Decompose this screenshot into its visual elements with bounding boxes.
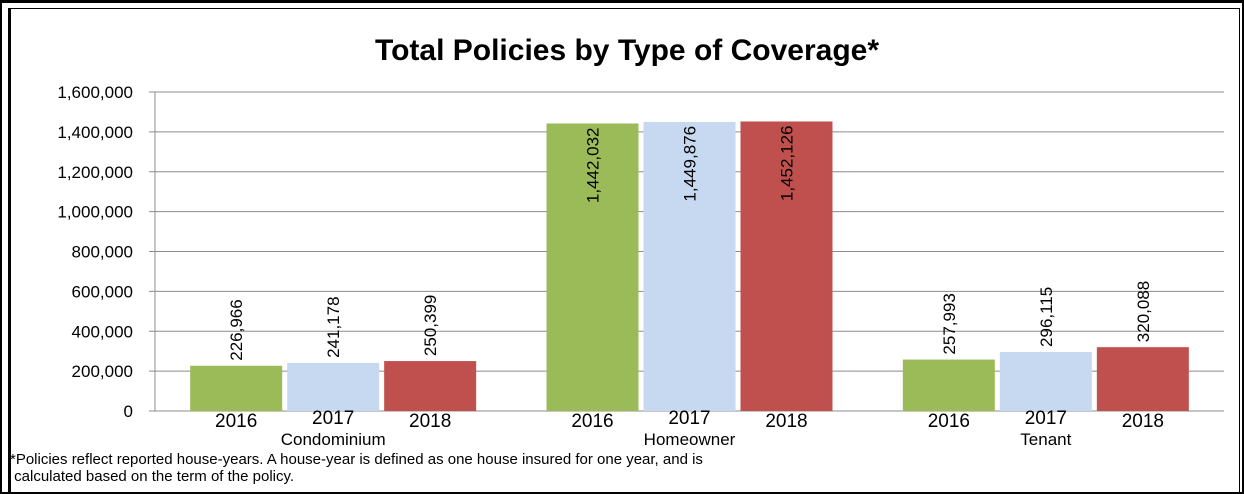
bar-tenant-2017 (999, 351, 1092, 411)
chart-title: Total Policies by Type of Coverage* (375, 34, 879, 67)
category-label: Tenant (1020, 430, 1071, 449)
bar-year-label: 2016 (928, 411, 970, 432)
footnote-line-2: calculated based on the term of the poli… (10, 468, 295, 485)
y-tick-label: 200,000 (72, 362, 133, 381)
y-tick-label: 1,400,000 (57, 123, 133, 142)
footnote: *Policies reflect reported house-years. … (10, 451, 1010, 485)
bar-condominium-2018 (384, 361, 477, 411)
data-label: 320,088 (1134, 281, 1153, 342)
chart-area-border (8, 8, 1240, 493)
bars (190, 121, 1189, 412)
bar-year-label: 2016 (571, 411, 613, 432)
data-labels: 226,966 241,178 250,399 1,442,032 1,449,876 1… (227, 125, 1153, 360)
y-tick-label: 400,000 (72, 322, 133, 341)
y-axis-ticks: 0 200,000 400,000 600,000 800,000 1,000,000 1,… (57, 83, 156, 421)
y-tick-label: 600,000 (72, 282, 133, 301)
category-label: Homeowner (644, 430, 736, 449)
data-label: 226,966 (227, 299, 246, 360)
bar-chart: Total Policies by Type of Coverage* 0 200… (57, 34, 1224, 449)
data-label: 1,442,032 (584, 127, 603, 203)
bar-year-label: 2016 (215, 411, 257, 432)
bar-tenant-2016 (902, 359, 995, 411)
bar-tenant-2018 (1096, 347, 1189, 411)
bar-year-label: 2017 (312, 408, 354, 429)
data-label: 250,399 (421, 295, 440, 356)
bar-homeowner-2016 (546, 123, 639, 411)
footnote-line-1: *Policies reflect reported house-years. … (10, 451, 703, 468)
data-label: 1,449,876 (681, 126, 700, 202)
y-tick-label: 1,000,000 (57, 203, 133, 222)
bar-year-label: 2017 (668, 408, 710, 429)
bar-year-label: 2018 (1122, 411, 1164, 432)
x-axis-labels: 2016 2017 2018 Condominium 2016 2017 2018 Homeo… (215, 408, 1164, 449)
data-label: 296,115 (1037, 287, 1056, 347)
data-label: 257,993 (940, 293, 959, 354)
y-tick-label: 1,600,000 (57, 83, 133, 102)
bar-condominium-2017 (287, 362, 380, 411)
bar-homeowner-2018 (740, 121, 833, 412)
category-label: Condominium (281, 430, 386, 449)
data-label: 241,178 (324, 296, 343, 357)
y-tick-label: 1,200,000 (57, 163, 133, 182)
bar-condominium-2016 (190, 365, 283, 411)
bar-year-label: 2017 (1025, 408, 1067, 429)
bar-year-label: 2018 (409, 411, 451, 432)
y-tick-label: 800,000 (72, 243, 133, 262)
bar-year-label: 2018 (765, 411, 807, 432)
data-label: 1,452,126 (778, 125, 797, 201)
y-tick-label: 0 (124, 402, 133, 421)
bar-homeowner-2017 (643, 121, 736, 411)
